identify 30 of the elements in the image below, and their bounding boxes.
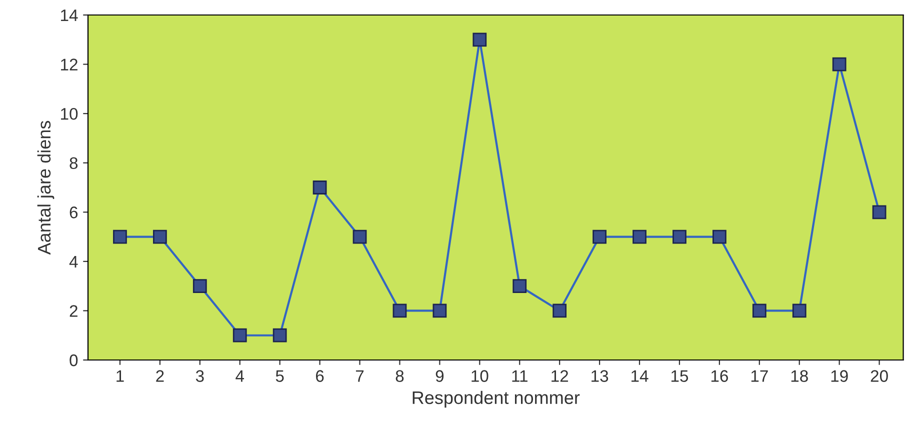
y-tick-label: 14 (61, 10, 78, 22)
x-tick-label: 15 (671, 370, 688, 382)
x-tick-label: 20 (870, 370, 888, 382)
x-tick-label: 13 (592, 370, 608, 382)
x-axis-title: Respondent nommer (412, 390, 580, 408)
x-tick-label: 10 (472, 370, 488, 382)
y-tick-label: 4 (69, 256, 78, 268)
x-tick-label: 4 (236, 370, 244, 382)
x-tick-label: 17 (751, 370, 768, 382)
x-tick-label: 7 (356, 370, 364, 382)
x-tick-label: 1 (116, 370, 124, 382)
x-tick-label: 11 (512, 370, 528, 382)
y-tick-label: 8 (70, 157, 78, 170)
x-tick-label: 6 (316, 370, 324, 382)
x-tick-label: 2 (156, 370, 164, 382)
x-tick-label: 8 (396, 370, 404, 382)
x-tick-label: 16 (711, 370, 728, 382)
y-tick-label: 2 (70, 305, 78, 317)
x-tick-label: 12 (552, 370, 568, 382)
x-tick-label: 3 (196, 370, 204, 382)
x-tick-label: 19 (831, 370, 848, 382)
y-tick-label: 12 (61, 58, 78, 70)
x-tick-label: 5 (276, 370, 284, 382)
x-tick-label: 18 (791, 370, 808, 382)
y-axis-title: Aantal jare diens (37, 120, 54, 255)
y-tick-label: 10 (61, 108, 78, 120)
x-tick-label: 9 (436, 370, 444, 382)
x-tick-label: 14 (632, 370, 648, 382)
y-tick-label: 0 (70, 354, 78, 366)
y-tick-label: 6 (70, 206, 78, 218)
